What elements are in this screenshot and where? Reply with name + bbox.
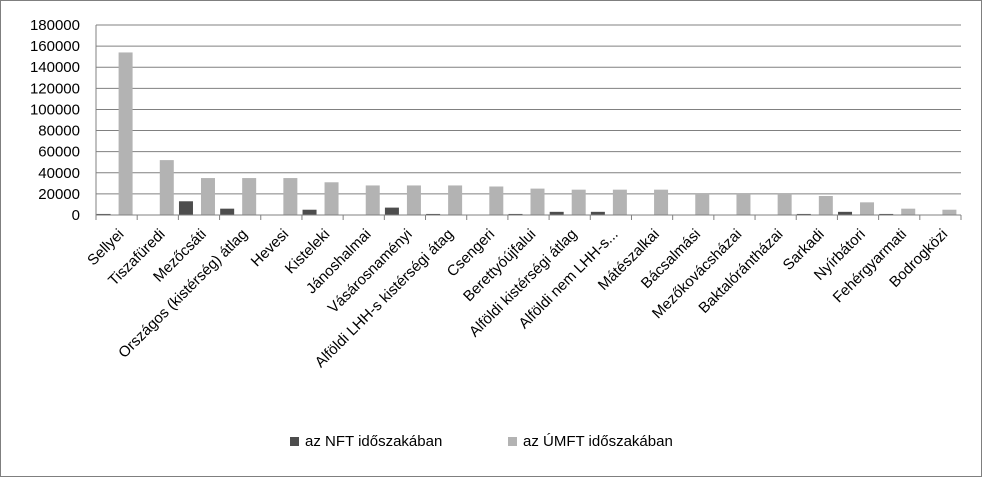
y-tick-labels: 0 20000 40000 60000 80000 100000 120000 140000 1…: [30, 17, 80, 224]
axes: [95, 25, 962, 220]
bar-umft: [118, 52, 133, 215]
bar-nft: [508, 213, 523, 215]
y-tick-label: 60000: [38, 144, 80, 161]
bar-umft: [612, 189, 627, 215]
y-tick-label: 20000: [38, 186, 80, 203]
y-tick-label: 100000: [30, 101, 80, 118]
bar-nft: [178, 201, 193, 215]
y-tick-label: 140000: [30, 59, 80, 76]
bars: [96, 52, 957, 215]
bar-umft: [860, 202, 875, 215]
bar-umft: [489, 186, 504, 215]
bar-umft: [942, 209, 957, 215]
bar-umft: [365, 185, 380, 215]
bar-nft: [879, 213, 894, 215]
bar-umft: [571, 189, 586, 215]
bar-umft: [200, 178, 215, 215]
bar-nft: [549, 211, 564, 215]
bar-nft: [96, 213, 111, 215]
bar-umft: [654, 189, 669, 215]
legend-swatch: [508, 437, 517, 446]
y-tick-label: 80000: [38, 123, 80, 140]
bar-umft: [448, 185, 463, 215]
bar-umft: [406, 185, 421, 215]
bar-nft: [796, 213, 811, 215]
bar-nft: [426, 213, 441, 215]
bar-nft: [302, 209, 317, 215]
y-tick-label: 40000: [38, 165, 80, 182]
y-tick-label: 180000: [30, 17, 80, 34]
gridlines: [96, 24, 961, 216]
bar-nft: [590, 211, 605, 215]
x-category-label: Berettyóújfalui: [460, 226, 539, 305]
y-tick-label: 0: [72, 207, 80, 224]
legend: az NFT időszakában az ÚMFT időszakában: [290, 433, 673, 450]
legend-label: az ÚMFT időszakában: [523, 433, 673, 450]
bar-umft: [818, 196, 833, 215]
legend-swatch: [290, 437, 299, 446]
y-tick-label: 120000: [30, 80, 80, 97]
bar-umft: [901, 208, 916, 215]
bar-nft: [384, 207, 399, 215]
bar-umft: [324, 182, 339, 215]
bar-umft: [242, 178, 257, 215]
legend-label: az NFT időszakában: [305, 433, 442, 450]
bar-nft: [838, 211, 853, 215]
bar-nft: [220, 208, 235, 215]
bar-umft: [695, 193, 710, 215]
bar-umft: [736, 193, 751, 215]
bar-umft: [283, 178, 298, 215]
bar-umft: [530, 188, 545, 215]
bar-umft: [159, 160, 174, 215]
bar-umft: [777, 193, 792, 215]
y-tick-label: 160000: [30, 38, 80, 55]
